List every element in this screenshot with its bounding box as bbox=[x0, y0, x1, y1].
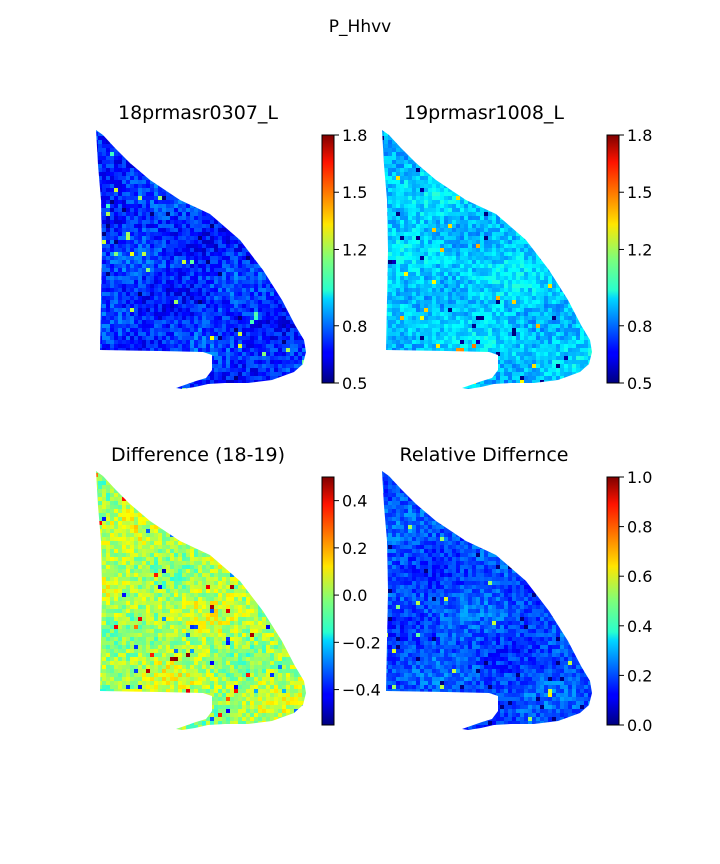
panel-title: Difference (18-19) bbox=[111, 444, 285, 466]
colorbar-tick-label: 0.0 bbox=[342, 586, 367, 605]
colorbar-tick-label: 1.8 bbox=[627, 126, 652, 145]
colorbar: 0.5 0.8 1.2 1.5 1.8 bbox=[321, 126, 367, 393]
panel-heatmap-relative-difference: Relative Differnce 0.0 0.2 0.4 0.6 0.8 1.0 bbox=[382, 444, 652, 735]
colorbar-tick-label: 1.5 bbox=[627, 183, 652, 202]
colorbar-tick-label: 0.6 bbox=[627, 567, 652, 586]
figure-suptitle: P_Hhvv bbox=[329, 17, 391, 37]
heatmap-19prmasr1008-map bbox=[382, 130, 592, 389]
colorbar-tick-label: 0.5 bbox=[627, 374, 652, 393]
colorbar-tick-label: 1.8 bbox=[342, 126, 367, 145]
heatmap-18prmasr0307-map bbox=[96, 130, 306, 389]
colorbar-tick-label: −0.4 bbox=[342, 681, 381, 700]
colorbar-tick-label: 0.8 bbox=[627, 518, 652, 537]
panel-heatmap-19prmasr1008: 19prmasr1008_L 0.5 0.8 1.2 1.5 1.8 bbox=[382, 102, 652, 393]
panel-title: Relative Differnce bbox=[399, 444, 568, 466]
colorbar-tick-label: −0.2 bbox=[342, 633, 381, 652]
colorbar-tick-label: 0.8 bbox=[342, 317, 367, 336]
colorbar-tick-label: 0.8 bbox=[627, 317, 652, 336]
colorbar-tick-label: 0.2 bbox=[627, 666, 652, 685]
panel-title: 18prmasr0307_L bbox=[118, 102, 278, 124]
colorbar-tick-label: 1.0 bbox=[627, 468, 652, 487]
colorbar-gradient bbox=[606, 476, 620, 726]
colorbar-tick-label: 1.2 bbox=[627, 240, 652, 259]
panel-heatmap-difference: Difference (18-19) −0.4 −0.2 0.0 0.2 0.4 bbox=[96, 444, 381, 730]
colorbar-gradient bbox=[606, 134, 620, 384]
panel-heatmap-18prmasr0307: 18prmasr0307_L 0.5 0.8 1.2 1.5 1.8 bbox=[96, 102, 367, 393]
colorbar-gradient bbox=[321, 476, 335, 726]
colorbar-tick-label: 1.2 bbox=[342, 240, 367, 259]
colorbar: −0.4 −0.2 0.0 0.2 0.4 bbox=[321, 476, 381, 726]
colorbar: 0.0 0.2 0.4 0.6 0.8 1.0 bbox=[606, 468, 652, 735]
colorbar-tick-label: 1.5 bbox=[342, 183, 367, 202]
colorbar: 0.5 0.8 1.2 1.5 1.8 bbox=[606, 126, 652, 393]
colorbar-tick-label: 0.4 bbox=[627, 617, 652, 636]
colorbar-tick-label: 0.0 bbox=[627, 716, 652, 735]
colorbar-tick-label: 0.5 bbox=[342, 374, 367, 393]
colorbar-gradient bbox=[321, 134, 335, 384]
colorbar-tick-label: 0.4 bbox=[342, 492, 367, 511]
heatmap-relative-difference-map bbox=[382, 471, 592, 730]
colorbar-tick-label: 0.2 bbox=[342, 539, 367, 558]
heatmap-difference-map bbox=[96, 471, 306, 730]
panel-title: 19prmasr1008_L bbox=[404, 102, 564, 124]
